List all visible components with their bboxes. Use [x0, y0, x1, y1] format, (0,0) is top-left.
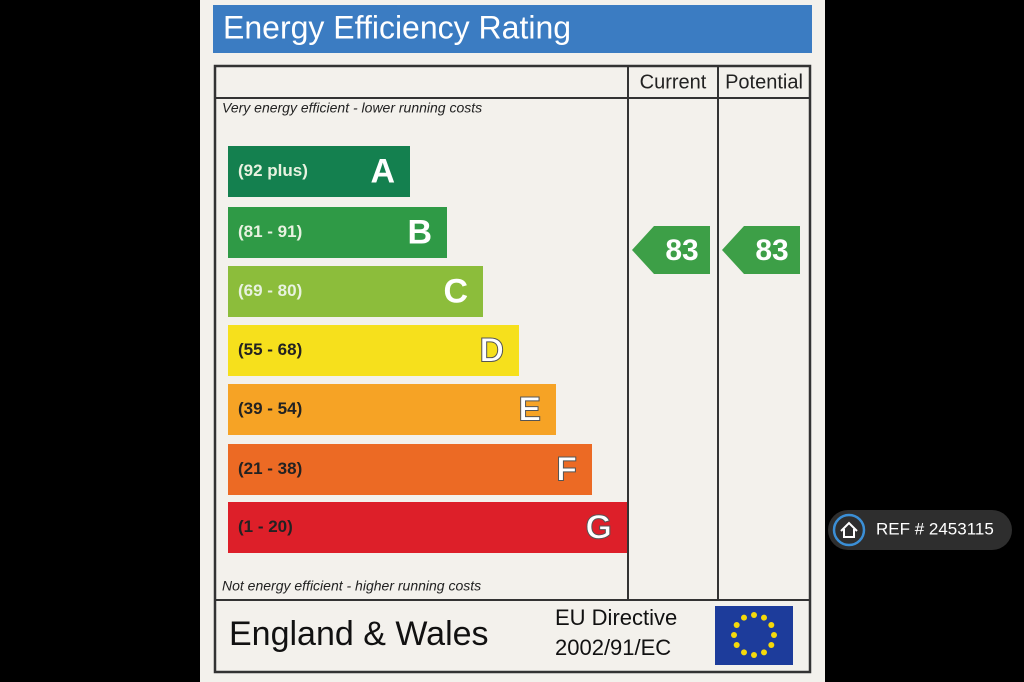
band-bar: [228, 325, 519, 376]
band-range: (81 - 91): [238, 222, 302, 241]
table-border: [213, 64, 812, 674]
star: [733, 622, 740, 628]
top-note: Very energy efficient - lower running co…: [222, 100, 482, 116]
star: [771, 632, 777, 638]
band-bar: [228, 146, 410, 197]
eu-flag: [715, 606, 793, 665]
directive: 2002/91/EC: [555, 635, 671, 660]
region: England & Wales: [229, 615, 489, 653]
column-header: Current: [640, 71, 707, 93]
band-range: (1 - 20): [238, 517, 293, 536]
home-icon-ring: [832, 513, 866, 547]
star: [733, 642, 740, 648]
band-range: (39 - 54): [238, 399, 302, 418]
title: Energy Efficiency Rating: [223, 9, 571, 45]
band-letter: B: [407, 213, 432, 251]
star: [768, 622, 775, 628]
star: [761, 649, 767, 656]
band-letter: F: [556, 450, 577, 488]
band-letter: C: [443, 272, 468, 310]
band-letter: D: [479, 331, 504, 369]
rating-arrow: [632, 226, 710, 274]
star: [751, 612, 757, 618]
band-range: (69 - 80): [238, 281, 302, 300]
star: [761, 614, 767, 621]
band-bar: [228, 502, 627, 553]
band-letter: A: [370, 152, 395, 190]
ref-pill[interactable]: [828, 510, 1012, 550]
bottom-note: Not energy efficient - higher running co…: [222, 578, 481, 594]
stars: [731, 612, 777, 658]
star: [731, 632, 737, 638]
star: [741, 649, 747, 656]
band-letter: G: [586, 508, 612, 546]
rating-value: 83: [665, 234, 698, 267]
band-bar: [228, 444, 592, 495]
column-header: Potential: [725, 71, 803, 93]
title-bar: [213, 5, 812, 53]
band-bar: [228, 384, 556, 435]
star: [768, 642, 775, 648]
home-icon: [840, 521, 858, 538]
directive: EU Directive: [555, 605, 677, 630]
band-bar: [228, 207, 447, 258]
band-letter: E: [518, 390, 541, 428]
rating-value: 83: [755, 234, 788, 267]
band-range: (92 plus): [238, 161, 308, 180]
band-range: (55 - 68): [238, 340, 302, 359]
ref-badge[interactable]: REF # 2453115: [828, 510, 1012, 550]
star: [751, 652, 757, 658]
rating-arrow: [722, 226, 800, 274]
band-bar: [228, 266, 483, 317]
band-range: (21 - 38): [238, 459, 302, 478]
ref-text: REF # 2453115: [876, 519, 994, 538]
star: [741, 614, 747, 621]
